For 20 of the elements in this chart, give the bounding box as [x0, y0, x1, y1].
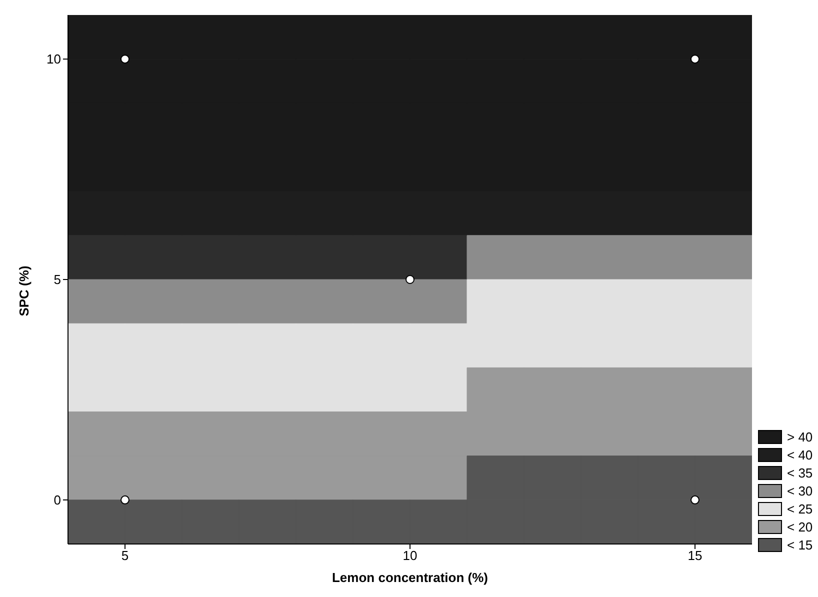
y-tick-label: 10 [46, 52, 61, 67]
x-tick-label: 10 [402, 548, 418, 564]
x-tick-label: 15 [688, 548, 702, 564]
point [120, 54, 130, 64]
color-bar-label: < 40 [787, 448, 813, 462]
color-bar-label: < 35 [787, 466, 813, 480]
y-tick-label: 0 [54, 492, 61, 508]
x-axis-title: Lemon concentration (%) [330, 570, 489, 585]
point [690, 54, 700, 64]
color-bar-label: < 20 [787, 520, 813, 534]
point [120, 495, 130, 504]
color-bar-label: > 40 [787, 430, 813, 444]
color-bar-label: < 30 [787, 484, 813, 498]
color-bar-label: < 25 [787, 502, 813, 516]
y-tick-label: 5 [54, 272, 61, 288]
y-axis-title: SPC (%) [16, 266, 32, 316]
point [406, 275, 414, 284]
color-bar-label: < 15 [787, 538, 813, 552]
x-tick-label: 5 [121, 548, 129, 564]
point [690, 495, 700, 504]
